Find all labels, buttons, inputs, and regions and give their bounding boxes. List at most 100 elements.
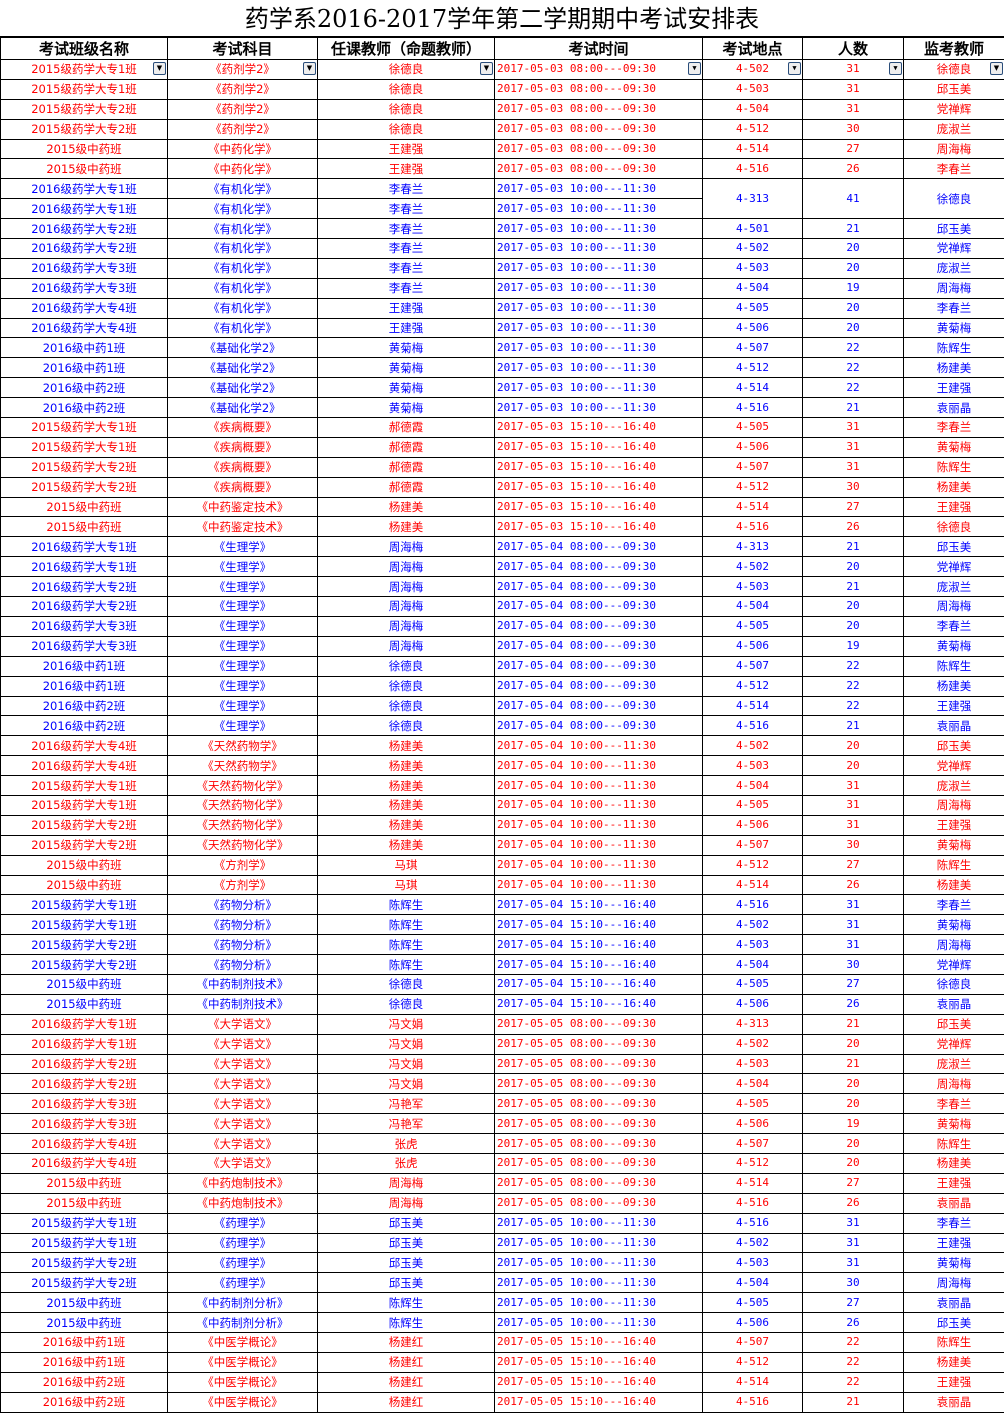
subject-cell[interactable]: 《基础化学2》 <box>167 397 318 419</box>
teacher-cell[interactable]: 徐德良 <box>317 118 495 140</box>
teacher-cell[interactable]: 冯文娟 <box>317 1033 495 1055</box>
teacher-cell[interactable]: 黄菊梅 <box>317 357 495 379</box>
filter-dropdown-icon[interactable]: ▼ <box>889 62 902 75</box>
class-cell[interactable]: 2016级药学大专3班 <box>0 257 168 279</box>
location-cell[interactable]: 4-506 <box>702 1312 803 1333</box>
location-cell[interactable]: 4-507 <box>702 1332 803 1353</box>
count-cell[interactable]: 31 <box>802 775 904 796</box>
class-cell[interactable]: 2015级药学大专1班 <box>0 914 168 936</box>
time-cell[interactable]: 2017-05-03 08:00---09:30 <box>494 158 703 180</box>
count-cell[interactable]: 26 <box>802 1192 904 1214</box>
location-cell[interactable]: 4-506 <box>702 993 803 1015</box>
time-cell[interactable]: 2017-05-03 10:00---11:30 <box>494 178 703 200</box>
count-cell[interactable]: 27 <box>802 854 904 876</box>
count-cell[interactable]: 22 <box>802 1332 904 1353</box>
count-cell[interactable]: 31 <box>802 1252 904 1274</box>
count-cell[interactable]: 20 <box>802 735 904 757</box>
count-cell[interactable]: 31 <box>802 794 904 816</box>
subject-cell[interactable]: 《药理学》 <box>167 1272 318 1294</box>
class-cell[interactable]: 2015级药学大专1班 <box>0 436 168 458</box>
class-cell[interactable]: 2016级药学大专4班 <box>0 297 168 319</box>
count-cell[interactable]: 20 <box>802 556 904 578</box>
subject-cell[interactable]: 《有机化学》 <box>167 218 318 240</box>
class-cell[interactable]: 2015级药学大专2班 <box>0 934 168 956</box>
proctor-cell[interactable]: 王建强 <box>903 814 1004 836</box>
class-cell[interactable]: 2016级药学大专1班 <box>0 1013 168 1035</box>
location-cell[interactable]: 4-516 <box>702 1212 803 1234</box>
subject-cell[interactable]: 《生理学》 <box>167 695 318 717</box>
teacher-cell[interactable]: 陈辉生 <box>317 934 495 956</box>
subject-cell[interactable]: 《生理学》 <box>167 536 318 558</box>
subject-cell[interactable]: 《药理学》 <box>167 1212 318 1234</box>
proctor-cell[interactable]: 王建强 <box>903 377 1004 399</box>
time-cell[interactable]: 2017-05-03 15:10---16:40 <box>494 456 703 478</box>
class-cell[interactable]: 2015级药学大专1班 <box>0 417 168 438</box>
proctor-cell[interactable]: 庞淑兰 <box>903 257 1004 279</box>
class-cell[interactable]: 2016级药学大专2班 <box>0 576 168 598</box>
proctor-cell[interactable]: 李春兰 <box>903 297 1004 319</box>
time-cell[interactable]: 2017-05-03 10:00---11:30 <box>494 257 703 279</box>
proctor-cell[interactable]: 周海梅 <box>903 277 1004 299</box>
count-cell[interactable]: 20 <box>802 1093 904 1115</box>
teacher-cell[interactable]: 李春兰 <box>317 198 495 220</box>
time-cell[interactable]: 2017-05-04 15:10---16:40 <box>494 973 703 995</box>
subject-cell[interactable]: 《药剂学2》 <box>167 78 318 100</box>
proctor-cell[interactable]: 周海梅 <box>903 138 1004 160</box>
count-cell[interactable]: 20 <box>802 1152 904 1174</box>
class-cell[interactable]: 2016级药学大专2班 <box>0 218 168 240</box>
class-cell[interactable]: 2016级中药2班 <box>0 397 168 419</box>
count-cell[interactable]: 31 <box>802 1212 904 1234</box>
teacher-cell[interactable]: 徐德良 <box>317 675 495 697</box>
proctor-cell[interactable]: 陈辉生 <box>903 1332 1004 1353</box>
count-cell[interactable]: 22 <box>802 377 904 399</box>
proctor-cell[interactable]: 陈辉生 <box>903 456 1004 478</box>
proctor-cell[interactable]: 王建强 <box>903 1371 1004 1393</box>
subject-cell[interactable]: 《中药鉴定技术》 <box>167 516 318 538</box>
class-cell[interactable]: 2015级药学大专2班 <box>0 118 168 140</box>
time-cell[interactable]: 2017-05-04 08:00---09:30 <box>494 675 703 697</box>
teacher-cell[interactable]: 李春兰 <box>317 257 495 279</box>
teacher-cell[interactable]: 杨建美 <box>317 516 495 538</box>
time-cell[interactable]: 2017-05-05 15:10---16:40 <box>494 1332 703 1353</box>
class-cell[interactable]: 2016级药学大专3班 <box>0 1113 168 1135</box>
count-cell[interactable]: 19 <box>802 1113 904 1135</box>
class-cell[interactable]: 2015级中药班 <box>0 1312 168 1333</box>
location-cell[interactable]: 4-503 <box>702 934 803 956</box>
proctor-cell[interactable]: 陈辉生 <box>903 854 1004 876</box>
time-cell[interactable]: 2017-05-03 15:10---16:40 <box>494 436 703 458</box>
class-cell[interactable]: 2015级药学大专1班 <box>0 1232 168 1254</box>
count-cell[interactable]: 30 <box>802 118 904 140</box>
proctor-cell[interactable]: 周海梅 <box>903 1272 1004 1294</box>
teacher-cell[interactable]: 李春兰 <box>317 218 495 240</box>
class-cell[interactable]: 2015级药学大专1班 <box>0 794 168 816</box>
location-cell[interactable]: 4-514 <box>702 1172 803 1194</box>
time-cell[interactable]: 2017-05-04 10:00---11:30 <box>494 735 703 757</box>
time-cell[interactable]: 2017-05-05 08:00---09:30 <box>494 1013 703 1035</box>
teacher-cell[interactable]: 杨建美 <box>317 735 495 757</box>
location-cell[interactable]: 4-505 <box>702 1292 803 1314</box>
teacher-cell[interactable]: 马琪 <box>317 854 495 876</box>
location-cell[interactable]: 4-514 <box>702 496 803 518</box>
location-cell[interactable]: 4-512 <box>702 118 803 140</box>
count-cell[interactable]: 26 <box>802 874 904 896</box>
subject-cell[interactable]: 《有机化学》 <box>167 297 318 319</box>
location-cell[interactable]: 4-502 <box>702 1232 803 1254</box>
count-cell[interactable]: 22 <box>802 1371 904 1393</box>
teacher-cell[interactable]: 周海梅 <box>317 635 495 657</box>
subject-cell[interactable]: 《方剂学》 <box>167 874 318 896</box>
teacher-cell[interactable]: 黄菊梅 <box>317 397 495 419</box>
location-cell[interactable]: 4-503 <box>702 755 803 777</box>
class-cell[interactable]: 2015级药学大专2班 <box>0 814 168 836</box>
proctor-cell[interactable]: 袁丽晶 <box>903 1391 1004 1413</box>
count-cell[interactable]: 21 <box>802 1053 904 1075</box>
proctor-cell[interactable]: 邱玉美 <box>903 735 1004 757</box>
teacher-cell[interactable]: 李春兰 <box>317 178 495 200</box>
subject-cell[interactable]: 《方剂学》 <box>167 854 318 876</box>
class-cell[interactable]: 2016级药学大专1班 <box>0 178 168 200</box>
class-cell[interactable]: 2016级药学大专3班 <box>0 1093 168 1115</box>
proctor-cell[interactable]: 杨建美 <box>903 675 1004 697</box>
class-cell[interactable]: 2016级中药1班 <box>0 1351 168 1373</box>
location-cell[interactable]: 4-502 <box>702 914 803 936</box>
subject-cell[interactable]: 《药物分析》 <box>167 934 318 956</box>
time-cell[interactable]: 2017-05-03 10:00---11:30 <box>494 377 703 399</box>
